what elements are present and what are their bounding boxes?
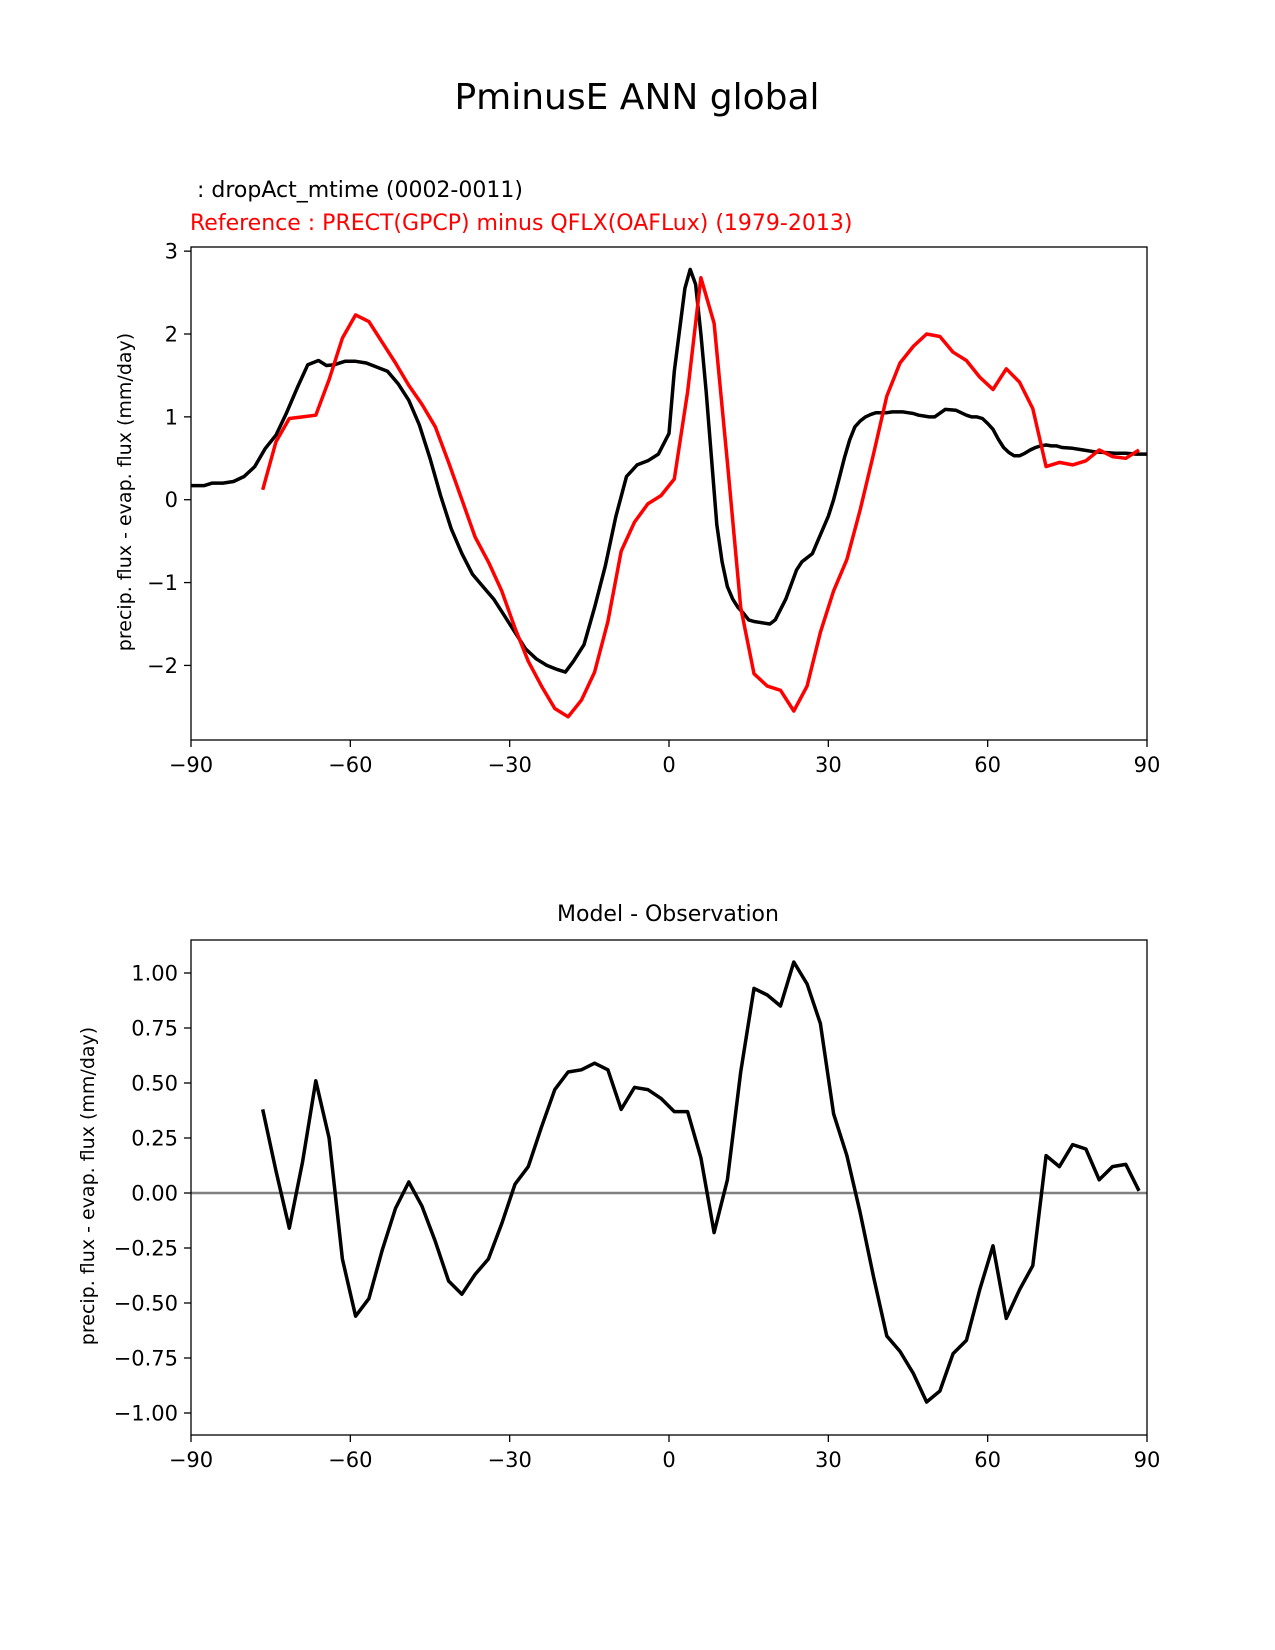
x-tick-label: 90 [1134,753,1161,777]
x-tick-label: 90 [1134,1448,1161,1472]
x-tick-label: 30 [815,753,842,777]
y-tick-label: −1.00 [114,1402,178,1426]
series-line-difference [260,960,1141,1404]
y-tick-label: −0.25 [114,1237,178,1261]
y-tick-label: 0.50 [131,1072,178,1096]
y-tick-label: 1.00 [131,962,178,986]
bottom-title: Model - Observation [557,902,779,927]
y-tick-label: 0.25 [131,1127,178,1151]
axes-frame [190,246,1148,741]
x-tick-label: −60 [328,753,372,777]
y-tick-label: 2 [165,323,178,347]
y-tick-label: 1 [165,405,178,429]
x-tick-label: −60 [328,1448,372,1472]
x-tick-label: −90 [169,753,213,777]
x-tick-label: 0 [662,753,675,777]
y-tick-label: −0.75 [114,1347,178,1371]
x-tick-label: 0 [662,1448,675,1472]
x-tick-label: 30 [815,1448,842,1472]
y-tick-label: −0.50 [114,1292,178,1316]
bottom-plot-area: −90 −60 −30 0 30 60 90 1.00 0.75 0.50 0.25 0.00 −0.2… [114,939,1161,1472]
x-tick-label: −90 [169,1448,213,1472]
top-plot-area: −90 −60 −30 0 30 60 90 3 2 1 0 −1 −2 [147,240,1160,777]
y-tick-label: 3 [165,240,178,264]
series-line-test [191,267,1147,674]
y-tick-label: 0.00 [131,1182,178,1206]
top-panel: : dropAct_mtime (0002-0011) Reference : … [114,178,1160,777]
x-tick-label: 60 [974,753,1001,777]
y-tick-label: 0.75 [131,1017,178,1041]
bottom-ylabel: precip. flux - evap. flux (mm/day) [77,1027,99,1345]
x-tick-label: 60 [974,1448,1001,1472]
top-ylabel: precip. flux - evap. flux (mm/day) [114,333,136,651]
series-line-reference [261,275,1140,719]
y-tick-label: 0 [165,488,178,512]
figure-title: PminusE ANN global [454,77,819,118]
reference-label: Reference : PRECT(GPCP) minus QFLX(OAFLu… [190,211,852,236]
x-tick-label: −30 [488,1448,532,1472]
bottom-panel: Model - Observation precip. flux - evap.… [77,902,1160,1472]
y-tick-label: −1 [147,571,178,595]
x-tick-label: −30 [488,753,532,777]
test-label: : dropAct_mtime (0002-0011) [190,178,523,203]
y-tick-label: −2 [147,654,178,678]
